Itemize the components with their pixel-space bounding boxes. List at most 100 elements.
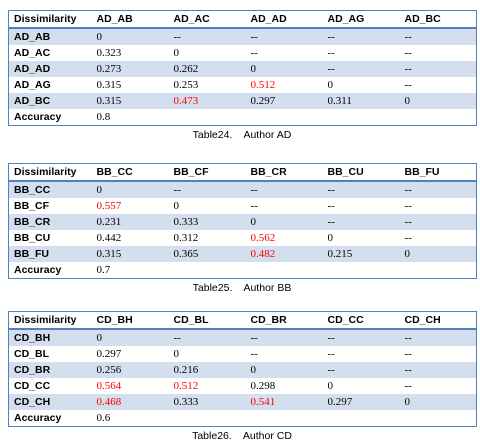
table-cell: 0 (91, 28, 169, 45)
table-cell: -- (322, 214, 400, 230)
table-cell: -- (168, 181, 246, 198)
row-header: CD_BL (8, 346, 92, 362)
table-cell: 0 (245, 61, 323, 77)
table-cell: -- (245, 28, 323, 45)
empty-cell (245, 109, 323, 126)
table-cell: 0.333 (168, 214, 246, 230)
row-header: BB_CC (8, 181, 92, 198)
table-24-block: Dissimilarity AD_AB AD_AC AD_AD AD_AG AD_BC AD… (8, 10, 477, 141)
table-cell: 0.297 (245, 93, 323, 109)
highlighted-cell: 0.562 (250, 232, 276, 244)
table-26-block: Dissimilarity CD_BH CD_BL CD_BR CD_CC CD_CH CD… (8, 311, 477, 442)
table-cell: 0 (399, 246, 477, 262)
row-header: AD_AD (8, 61, 92, 77)
row-header: BB_FU (8, 246, 92, 262)
header-row: Dissimilarity CD_BH CD_BL CD_BR CD_CC CD_CH (8, 311, 477, 330)
table-cell: -- (399, 28, 477, 45)
table-cell: 0.365 (168, 246, 246, 262)
table-cell: -- (399, 378, 477, 394)
highlighted-cell: 0.512 (250, 79, 276, 91)
table-cell: 0.215 (322, 246, 400, 262)
row-header: CD_CC (8, 378, 92, 394)
table-cell: -- (322, 362, 400, 378)
accuracy-value: 0.6 (91, 410, 169, 427)
highlighted-cell: 0.468 (91, 394, 169, 410)
table-cell: -- (399, 362, 477, 378)
table-cell: -- (168, 28, 246, 45)
column-header: AD_AC (168, 10, 246, 29)
column-header: AD_BC (399, 10, 477, 29)
table-cell: 0 (245, 214, 323, 230)
table-row: CD_BL 0.297 0 -- -- -- (8, 346, 477, 362)
header-row: Dissimilarity AD_AB AD_AC AD_AD AD_AG AD_BC (8, 10, 477, 29)
empty-cell (168, 410, 246, 427)
column-header: CD_BR (245, 311, 323, 330)
row-header: AD_AB (8, 28, 92, 45)
table-caption: Table25. Author BB (192, 282, 292, 294)
table-cell: -- (327, 348, 335, 360)
accuracy-label: Accuracy (8, 109, 92, 126)
table-cell: -- (250, 200, 258, 212)
table-cell: -- (399, 230, 477, 246)
column-header: BB_CF (168, 163, 246, 182)
table-row: BB_CR 0.231 0.333 0 -- -- (8, 214, 477, 230)
table-cell: -- (399, 45, 477, 61)
accuracy-row: Accuracy 0.8 (8, 109, 477, 126)
table-cell: 0.312 (173, 232, 199, 244)
table-row: CD_BR 0.256 0.216 0 -- -- (8, 362, 477, 378)
table-cell: 0 (173, 47, 180, 59)
row-header: BB_CU (8, 230, 92, 246)
row-header: CD_BR (8, 362, 92, 378)
column-header: CD_BH (91, 311, 169, 330)
table-cell: 0.297 (322, 394, 400, 410)
row-header: BB_CF (8, 198, 92, 214)
empty-cell (322, 109, 400, 126)
highlighted-cell: 0.557 (96, 200, 122, 212)
row-header: CD_BH (8, 329, 92, 346)
table-cell: 0 (91, 329, 169, 346)
table-cell: 0 (327, 232, 334, 244)
table-cell: -- (322, 181, 400, 198)
empty-cell (322, 410, 400, 427)
table-cell: 0.253 (173, 79, 199, 91)
table-row: BB_FU 0.315 0.365 0.482 0.215 0 (8, 246, 477, 262)
table-cell: -- (399, 77, 477, 93)
highlighted-cell: 0.541 (245, 394, 323, 410)
table-cell: -- (322, 61, 400, 77)
table-cell: 0.256 (91, 362, 169, 378)
empty-cell (399, 410, 477, 427)
empty-cell (399, 109, 477, 126)
table-row: CD_CC 0.564 0.512 0.298 0 -- (8, 378, 477, 394)
accuracy-row: Accuracy 0.6 (8, 410, 477, 427)
table-cell: 0 (245, 362, 323, 378)
table-cell: 0.442 (96, 232, 122, 244)
table-cell: 0 (399, 93, 477, 109)
table-row: BB_CU 0.442 0.312 0.562 0 -- (8, 230, 477, 246)
table-cell: 0 (91, 181, 169, 198)
column-header: AD_AB (91, 10, 169, 29)
column-header: BB_FU (399, 163, 477, 182)
table-cell: 0 (327, 79, 334, 91)
accuracy-label: Accuracy (8, 262, 92, 279)
table-cell: -- (322, 329, 400, 346)
empty-cell (168, 109, 246, 126)
table-row: AD_AC 0.323 0 -- -- -- (8, 45, 477, 61)
row-header: AD_BC (8, 93, 92, 109)
table-25-block: Dissimilarity BB_CC BB_CF BB_CR BB_CU BB_FU BB… (8, 163, 477, 294)
dissimilarity-table: Dissimilarity AD_AB AD_AC AD_AD AD_AG AD_BC AD… (8, 10, 477, 126)
corner-header: Dissimilarity (8, 163, 92, 182)
table-cell: 0.311 (322, 93, 400, 109)
column-header: AD_AG (322, 10, 400, 29)
table-cell: -- (245, 329, 323, 346)
table-cell: -- (250, 47, 258, 59)
row-header: AD_AC (8, 45, 92, 61)
table-cell: 0.297 (96, 348, 122, 360)
header-row: Dissimilarity BB_CC BB_CF BB_CR BB_CU BB_FU (8, 163, 477, 182)
table-cell: -- (327, 200, 335, 212)
table-row: CD_CH 0.468 0.333 0.541 0.297 0 (8, 394, 477, 410)
column-header: CD_CC (322, 311, 400, 330)
table-cell: -- (250, 348, 258, 360)
empty-cell (245, 262, 323, 279)
empty-cell (399, 262, 477, 279)
highlighted-cell: 0.564 (96, 380, 122, 392)
